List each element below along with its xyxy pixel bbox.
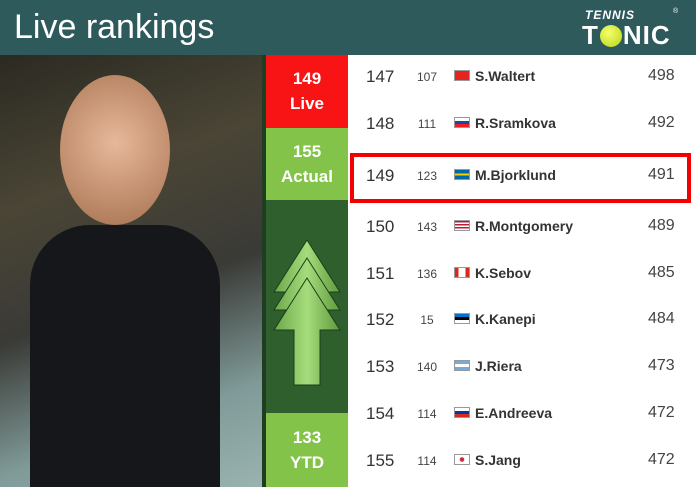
live-rank: 149: [292, 69, 322, 88]
argentina-flag-icon: [454, 360, 470, 371]
player-name[interactable]: K.Sebov: [475, 265, 532, 281]
rank: 153: [366, 357, 395, 376]
previous-rank: 143: [416, 220, 438, 234]
trend-box: [266, 200, 348, 413]
player-photo: [0, 55, 262, 487]
ranking-row[interactable]: 149 123 M.Bjorklund 491: [350, 166, 696, 213]
player-name[interactable]: S.Waltert: [475, 68, 536, 84]
estonia-flag-icon: [454, 313, 470, 324]
rank: 155: [366, 451, 395, 470]
points: 472: [648, 451, 675, 468]
actual-label: Actual: [281, 167, 333, 186]
player-name[interactable]: J.Riera: [475, 358, 522, 374]
previous-rank: 111: [417, 117, 437, 131]
actual-rank-box: 155 Actual: [266, 128, 348, 200]
ranking-row[interactable]: 152 15 K.Kanepi 484: [350, 310, 696, 357]
points: 473: [648, 357, 675, 374]
south-korea-flag-icon: [454, 454, 470, 465]
page-title: Live rankings: [14, 8, 215, 46]
previous-rank: 114: [417, 454, 437, 468]
player-name[interactable]: K.Kanepi: [475, 311, 536, 327]
tennis-ball-icon: [599, 25, 622, 47]
previous-rank: 114: [417, 407, 437, 421]
highlighted-player-box: [350, 153, 691, 203]
live-rank-box: 149 Live: [266, 55, 348, 128]
live-label: Live: [289, 94, 325, 113]
divider: [262, 55, 266, 487]
tennis-tonic-logo[interactable]: TENNIS T NIC ®: [582, 8, 679, 50]
player-name[interactable]: R.Sramkova: [475, 115, 556, 131]
player-name[interactable]: R.Montgomery: [475, 218, 573, 234]
ytd-rank: 133: [292, 428, 322, 447]
ranking-row[interactable]: 153 140 J.Riera 473: [350, 357, 696, 404]
russia-flag-icon: [454, 407, 470, 418]
header: Live rankings TENNIS T NIC ®: [0, 0, 696, 55]
player-name[interactable]: M.Bjorklund: [475, 167, 556, 183]
up-arrow-icon: [273, 239, 341, 386]
rank: 152: [366, 310, 395, 329]
rank: 154: [366, 404, 395, 423]
ranking-row[interactable]: 155 114 S.Jang 472: [350, 451, 696, 498]
previous-rank: 107: [416, 70, 438, 84]
ranking-row[interactable]: 154 114 E.Andreeva 472: [350, 404, 696, 451]
usa-flag-icon: [454, 220, 470, 231]
ranking-row[interactable]: 147 107 S.Waltert 498: [350, 67, 696, 114]
switzerland-flag-icon: [454, 70, 470, 81]
previous-rank: 136: [416, 267, 438, 281]
rank: 150: [366, 217, 395, 236]
points: 484: [648, 310, 675, 327]
player-name[interactable]: E.Andreeva: [475, 405, 553, 421]
previous-rank: 140: [416, 360, 438, 374]
points: 491: [648, 166, 675, 183]
ranking-row[interactable]: 151 136 K.Sebov 485: [350, 264, 696, 311]
slovakia-flag-icon: [454, 117, 470, 128]
sweden-flag-icon: [454, 169, 470, 180]
ytd-label: YTD: [290, 453, 324, 472]
rank: 148: [366, 114, 395, 133]
ranking-row[interactable]: 148 111 R.Sramkova 492: [350, 114, 696, 161]
previous-rank: 15: [420, 313, 434, 327]
ranking-row[interactable]: 150 143 R.Montgomery 489: [350, 217, 696, 264]
points: 489: [648, 217, 675, 234]
previous-rank: 123: [416, 169, 438, 183]
actual-rank: 155: [292, 142, 322, 161]
canada-flag-icon: [454, 267, 470, 278]
ytd-rank-box: 133 YTD: [266, 413, 348, 487]
points: 492: [648, 114, 675, 131]
rank: 149: [366, 166, 395, 185]
points: 485: [648, 264, 675, 281]
rank: 151: [366, 264, 395, 283]
points: 472: [648, 404, 675, 421]
player-name[interactable]: S.Jang: [475, 452, 521, 468]
rank: 147: [366, 67, 395, 86]
points: 498: [648, 67, 675, 84]
